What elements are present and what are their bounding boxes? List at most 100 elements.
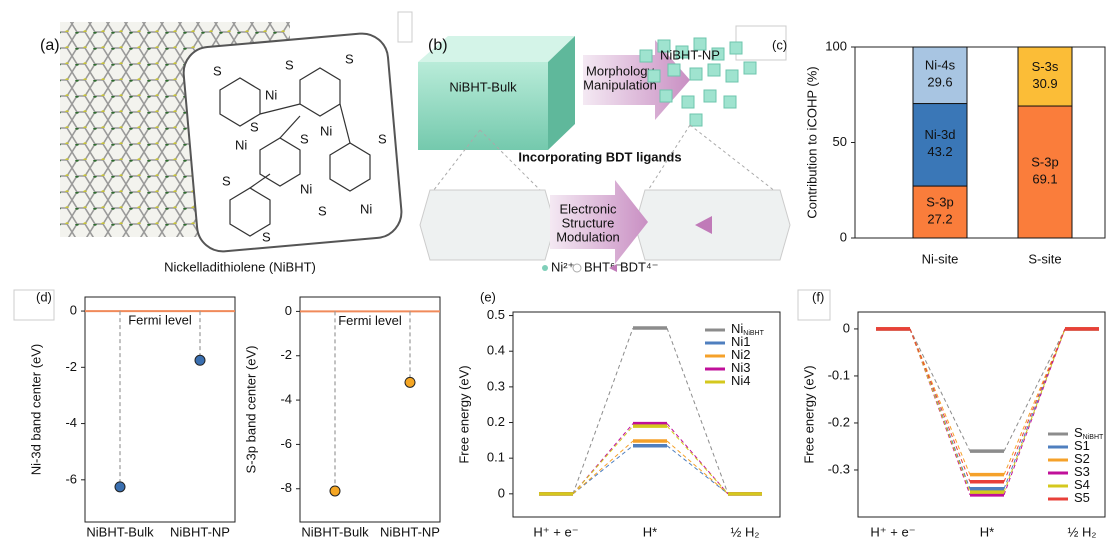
y-tick-label: 0 [843, 320, 850, 335]
y-axis-title: S-3p band center (eV) [243, 346, 258, 474]
page: Ni Ni Ni Ni Ni S S S S S S S S S (a) Nic… [0, 0, 1113, 543]
atom-label: S [250, 119, 259, 134]
atom-label: S [378, 131, 387, 146]
y-tick-label: 0 [498, 485, 505, 500]
connector [667, 441, 728, 494]
bulk-front [418, 62, 548, 150]
atom-label: S [300, 131, 309, 146]
segment-name: S-3s [1032, 59, 1059, 74]
connector [910, 329, 970, 482]
bulk-label: NiBHT-Bulk [449, 79, 517, 94]
segment-value: 29.6 [927, 75, 952, 90]
atom-label: S [222, 173, 231, 188]
x-tick-label: S-site [1028, 251, 1061, 266]
legend-name: Ni4 [731, 373, 751, 388]
point [405, 377, 415, 387]
segment-name: S-3p [926, 194, 953, 209]
caption: Nickelladithiolene (NiBHT) [164, 259, 316, 274]
y-tick-label: 100 [825, 38, 847, 53]
atom-label: Ni [360, 201, 372, 216]
x-tick-label: NiBHT-Bulk [301, 524, 369, 539]
connector [910, 329, 970, 495]
legend-label: Ni²⁺ [551, 259, 574, 274]
y-tick-label: -0.2 [828, 414, 850, 429]
point [330, 486, 340, 496]
panel-label: (a) [40, 37, 60, 54]
connector [910, 329, 970, 492]
connector [573, 328, 633, 494]
y-axis-title: Contribution to iCOHP (%) [804, 66, 819, 218]
y-axis-title: Ni-3d band center (eV) [28, 344, 43, 476]
panel-label: (e) [480, 289, 496, 304]
atom-label: Ni [320, 123, 332, 138]
y-tick-label: -0.3 [828, 461, 850, 476]
x-tick-label: NiBHT-Bulk [86, 524, 154, 539]
frame-artifact [398, 12, 412, 42]
y-tick-label: -0.1 [828, 367, 850, 382]
y-tick-label: -6 [65, 471, 77, 486]
x-tick-label: H* [643, 524, 657, 539]
y-tick-label: 0.4 [487, 343, 505, 358]
x-tick-label: H⁺ + e⁻ [870, 524, 915, 539]
point [195, 355, 205, 365]
legend-label: BDT⁴⁻ [620, 259, 658, 274]
atom-label: S [285, 57, 294, 72]
y-axis-title: Free energy (eV) [801, 365, 816, 463]
point [115, 482, 125, 492]
connector [1004, 329, 1065, 492]
lattice-bulk [420, 190, 555, 260]
panel-a: Ni Ni Ni Ni Ni S S S S S S S S S (a) Nic… [40, 22, 404, 274]
plot-frame [85, 297, 235, 522]
reference-label: Fermi level [128, 313, 192, 328]
connector [573, 446, 633, 494]
y-tick-label: -6 [280, 436, 292, 451]
panel-b: NiBHT-Bulk Morphology Manipulation NiBHT… [398, 12, 790, 274]
legend-swatch [573, 264, 581, 272]
y-tick-label: -2 [280, 347, 292, 362]
reference-label: Fermi level [338, 313, 402, 328]
panel-label: (c) [772, 37, 787, 52]
atom-label: S [345, 51, 354, 66]
connector [910, 329, 970, 451]
segment-name: S-3p [1031, 154, 1058, 169]
segment-value: 43.2 [927, 144, 952, 159]
y-tick-label: -4 [65, 415, 77, 430]
y-tick-label: 0 [285, 303, 292, 318]
segment-value: 69.1 [1032, 171, 1057, 186]
arrow-label: Morphology [586, 63, 654, 78]
segment-name: Ni-3d [924, 127, 955, 142]
y-tick-label: 0.1 [487, 450, 505, 465]
panel-label: (f) [812, 289, 824, 304]
arrow-label: Manipulation [583, 77, 657, 92]
arrow-label: Structure [562, 215, 615, 230]
x-tick-label: H⁺ + e⁻ [533, 524, 578, 539]
panel-label: (b) [428, 37, 448, 54]
y-tick-label: -8 [280, 480, 292, 495]
atom-label: Ni [265, 87, 277, 102]
atom-label: S [213, 63, 222, 78]
y-axis-title: Free energy (eV) [456, 365, 471, 463]
x-tick-label: NiBHT-NP [170, 524, 230, 539]
figure: Ni Ni Ni Ni Ni S S S S S S S S S (a) Nic… [0, 0, 1113, 543]
segment-value: 27.2 [927, 211, 952, 226]
y-tick-label: 0.3 [487, 378, 505, 393]
arrow-label: Modulation [556, 229, 620, 244]
atom-label: S [318, 203, 327, 218]
np-label: NiBHT-NP [660, 47, 720, 62]
legend-name: S5 [1074, 490, 1090, 505]
arrow-label: Electronic [559, 201, 617, 216]
legend-swatch [542, 265, 548, 271]
y-tick-label: -4 [280, 392, 292, 407]
banner: Incorporating BDT ligands [518, 149, 681, 164]
x-tick-label: NiBHT-NP [380, 524, 440, 539]
connector [573, 441, 633, 494]
atom-label: Ni [235, 137, 247, 152]
x-tick-label: ½ H₂ [731, 524, 760, 539]
legend-label: S5 [1074, 490, 1090, 505]
segment-name: Ni-4s [925, 58, 956, 73]
atom-label: Ni [300, 181, 312, 196]
y-tick-label: 0 [840, 229, 847, 244]
atom-label: S [262, 229, 271, 244]
legend-label: Ni4 [731, 373, 751, 388]
y-tick-label: 0.5 [487, 307, 505, 322]
